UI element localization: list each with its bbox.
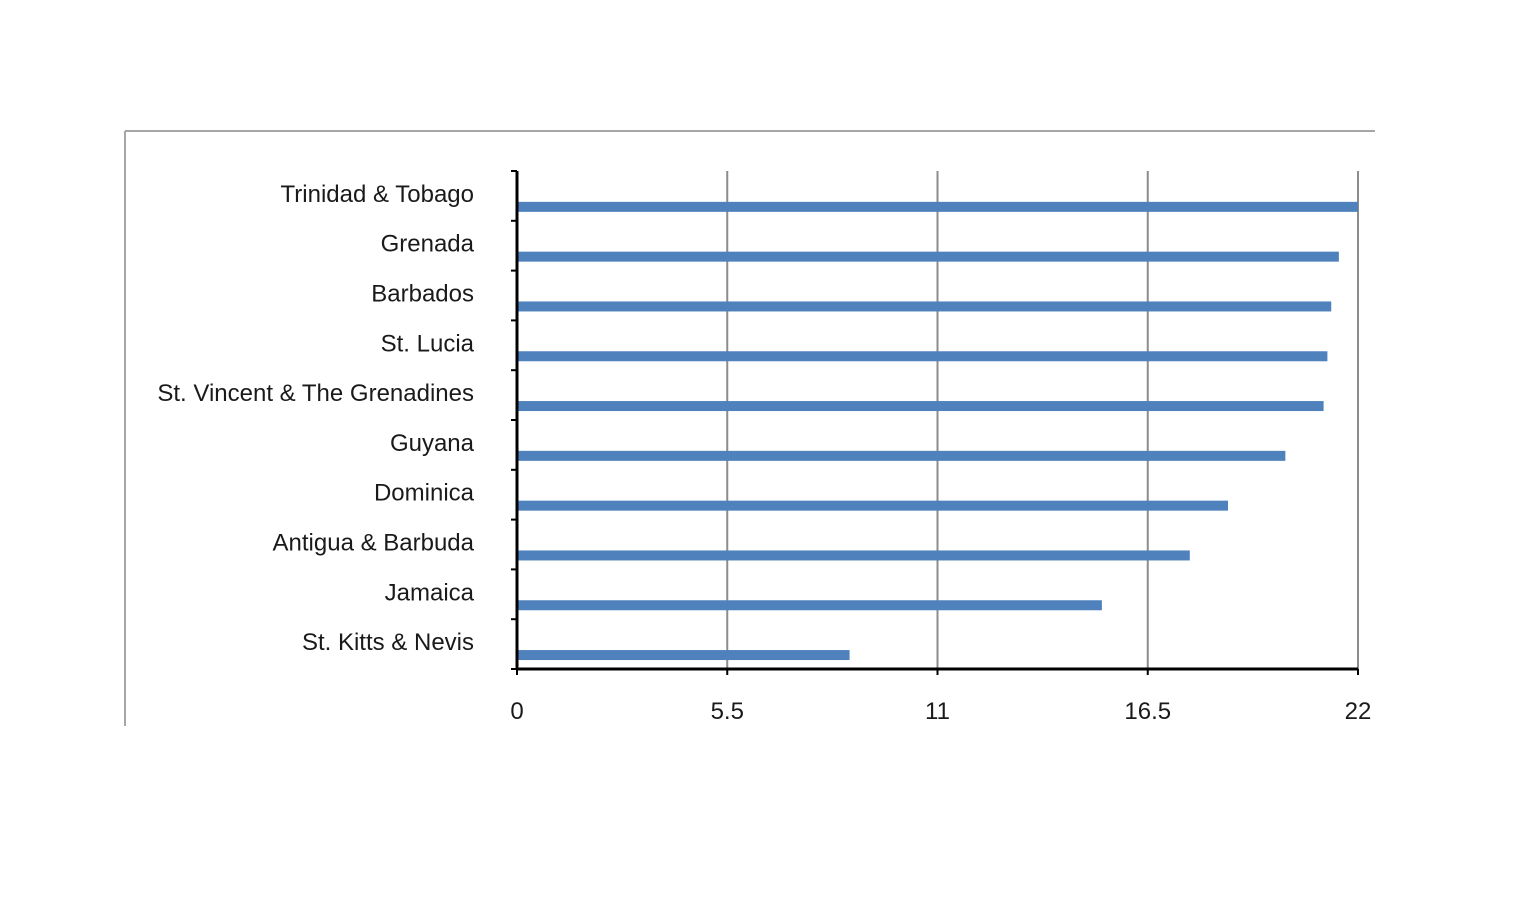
x-tick-label: 5.5	[711, 698, 744, 725]
bar	[517, 251, 1339, 262]
bar	[517, 650, 850, 661]
bar	[517, 600, 1102, 611]
x-tick-label: 0	[510, 698, 523, 725]
y-category-label: St. Vincent & The Grenadines	[157, 380, 474, 407]
y-category-label: Jamaica	[385, 579, 475, 606]
bar	[517, 351, 1328, 362]
y-category-label: Grenada	[381, 231, 475, 258]
bar	[517, 401, 1324, 412]
y-category-label: Dominica	[374, 480, 475, 507]
bar	[517, 201, 1358, 212]
bar	[517, 550, 1190, 561]
y-category-label: St. Lucia	[381, 330, 475, 357]
y-category-label: Barbados	[371, 280, 474, 307]
x-tick-label: 11	[925, 698, 950, 725]
y-category-label: St. Kitts & Nevis	[302, 629, 474, 656]
bar	[517, 301, 1332, 312]
x-tick-label: 16.5	[1124, 698, 1171, 725]
y-category-label: Guyana	[390, 430, 475, 457]
y-category-label: Trinidad & Tobago	[281, 181, 474, 208]
bar	[517, 500, 1229, 511]
x-tick-label: 22	[1345, 698, 1372, 725]
y-category-label: Antigua & Barbuda	[273, 529, 475, 556]
bar	[517, 450, 1286, 461]
